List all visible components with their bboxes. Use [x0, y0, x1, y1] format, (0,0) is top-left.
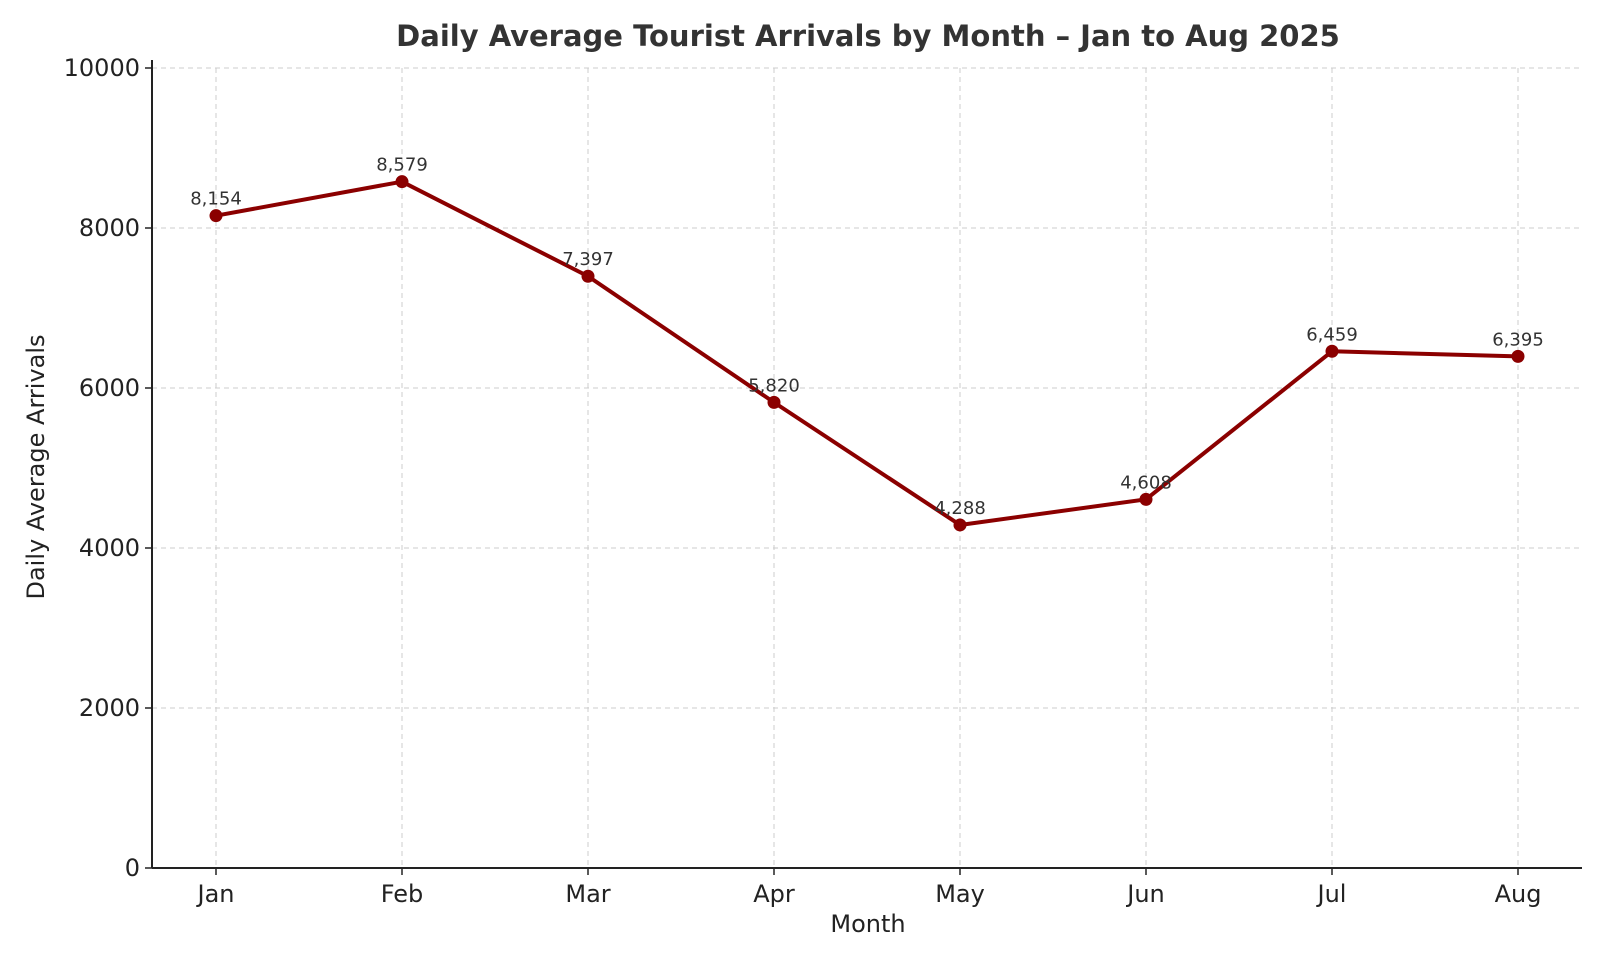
x-tick-label-jun: Jun: [1125, 880, 1165, 908]
y-tick-label: 10000: [64, 54, 140, 82]
y-tick-label: 8000: [79, 214, 140, 242]
data-label-jul: 6,459: [1306, 324, 1358, 345]
data-point-may: [953, 518, 967, 532]
y-tick-layer: 0 2000 4000 6000 8000 10000: [64, 54, 152, 882]
x-axis-title: Month: [830, 910, 905, 938]
data-point-aug: [1511, 349, 1525, 363]
x-tick-label-aug: Aug: [1495, 880, 1542, 908]
y-tick-label: 4000: [79, 534, 140, 562]
series-layer: [209, 175, 1525, 532]
data-point-mar: [581, 269, 595, 283]
y-axis-title: Daily Average Arrivals: [22, 334, 50, 599]
x-tick-label-jul: Jul: [1316, 880, 1347, 908]
x-tick-layer: Jan Feb Mar Apr May Jun Jul Aug: [196, 868, 1542, 908]
y-tick-label: 2000: [79, 694, 140, 722]
data-label-jun: 4,608: [1120, 472, 1172, 493]
data-point-jan: [209, 209, 223, 223]
x-tick-label-apr: Apr: [753, 880, 795, 908]
x-tick-label-may: May: [935, 880, 985, 908]
axes-layer: [151, 60, 1582, 869]
data-label-feb: 8,579: [376, 155, 428, 176]
series-line: [214, 179, 1520, 527]
data-label-apr: 5,820: [748, 375, 800, 396]
data-label-layer: 8,154 8,579 7,397 5,820 4,288 4,608 6,459 6,395: [190, 155, 1544, 519]
x-tick-label-mar: Mar: [565, 880, 610, 908]
data-label-mar: 7,397: [562, 249, 614, 270]
y-tick-label: 6000: [79, 374, 140, 402]
grid-layer: [152, 67, 1582, 868]
data-point-feb: [395, 175, 409, 189]
data-label-may: 4,288: [934, 498, 986, 519]
data-label-jan: 8,154: [190, 189, 242, 210]
data-point-apr: [767, 395, 781, 409]
x-tick-label-feb: Feb: [381, 880, 424, 908]
x-tick-label-jan: Jan: [196, 880, 235, 908]
data-point-jul: [1325, 344, 1339, 358]
y-tick-label: 0: [125, 854, 140, 882]
chart-title: Daily Average Tourist Arrivals by Month …: [396, 19, 1340, 53]
data-point-jun: [1139, 492, 1153, 506]
data-label-aug: 6,395: [1492, 329, 1544, 350]
